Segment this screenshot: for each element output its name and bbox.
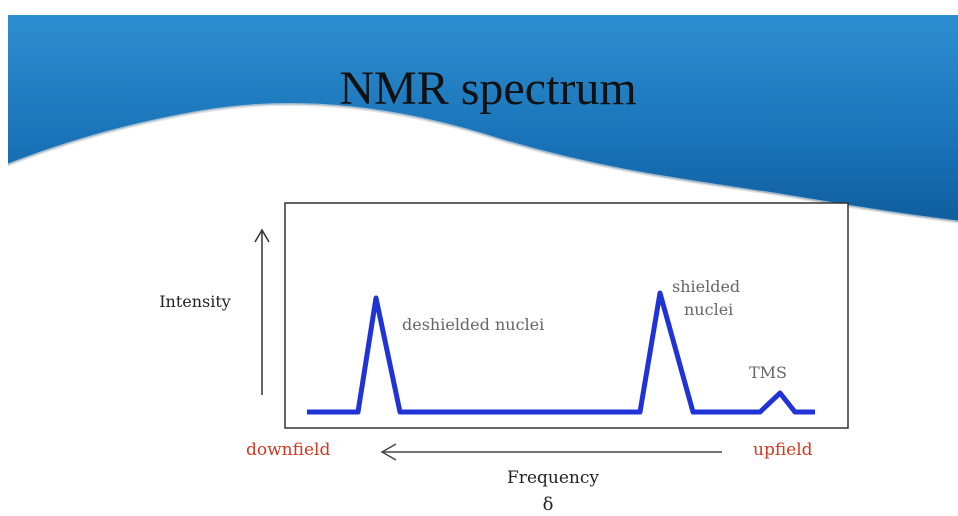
x-symbol: δ: [543, 494, 554, 515]
wave-edge: [7, 103, 958, 224]
x-arrowhead: [380, 443, 397, 461]
spectrum-line: [307, 290, 815, 415]
tms-label: TMS: [749, 363, 787, 382]
deshielded-label: deshielded nuclei: [402, 315, 544, 334]
header-wave: [8, 15, 958, 222]
downfield-label: downfield: [246, 440, 330, 460]
y-arrowhead: [254, 228, 270, 243]
upfield-label: upfield: [753, 440, 813, 460]
shielded-label: shielded: [672, 277, 740, 296]
slide-title: NMR spectrum: [339, 62, 636, 115]
y-label: Intensity: [159, 292, 231, 311]
x-label: Frequency: [507, 468, 599, 488]
spectrum-frame: [284, 202, 849, 429]
shielded-label: nuclei: [684, 300, 733, 319]
